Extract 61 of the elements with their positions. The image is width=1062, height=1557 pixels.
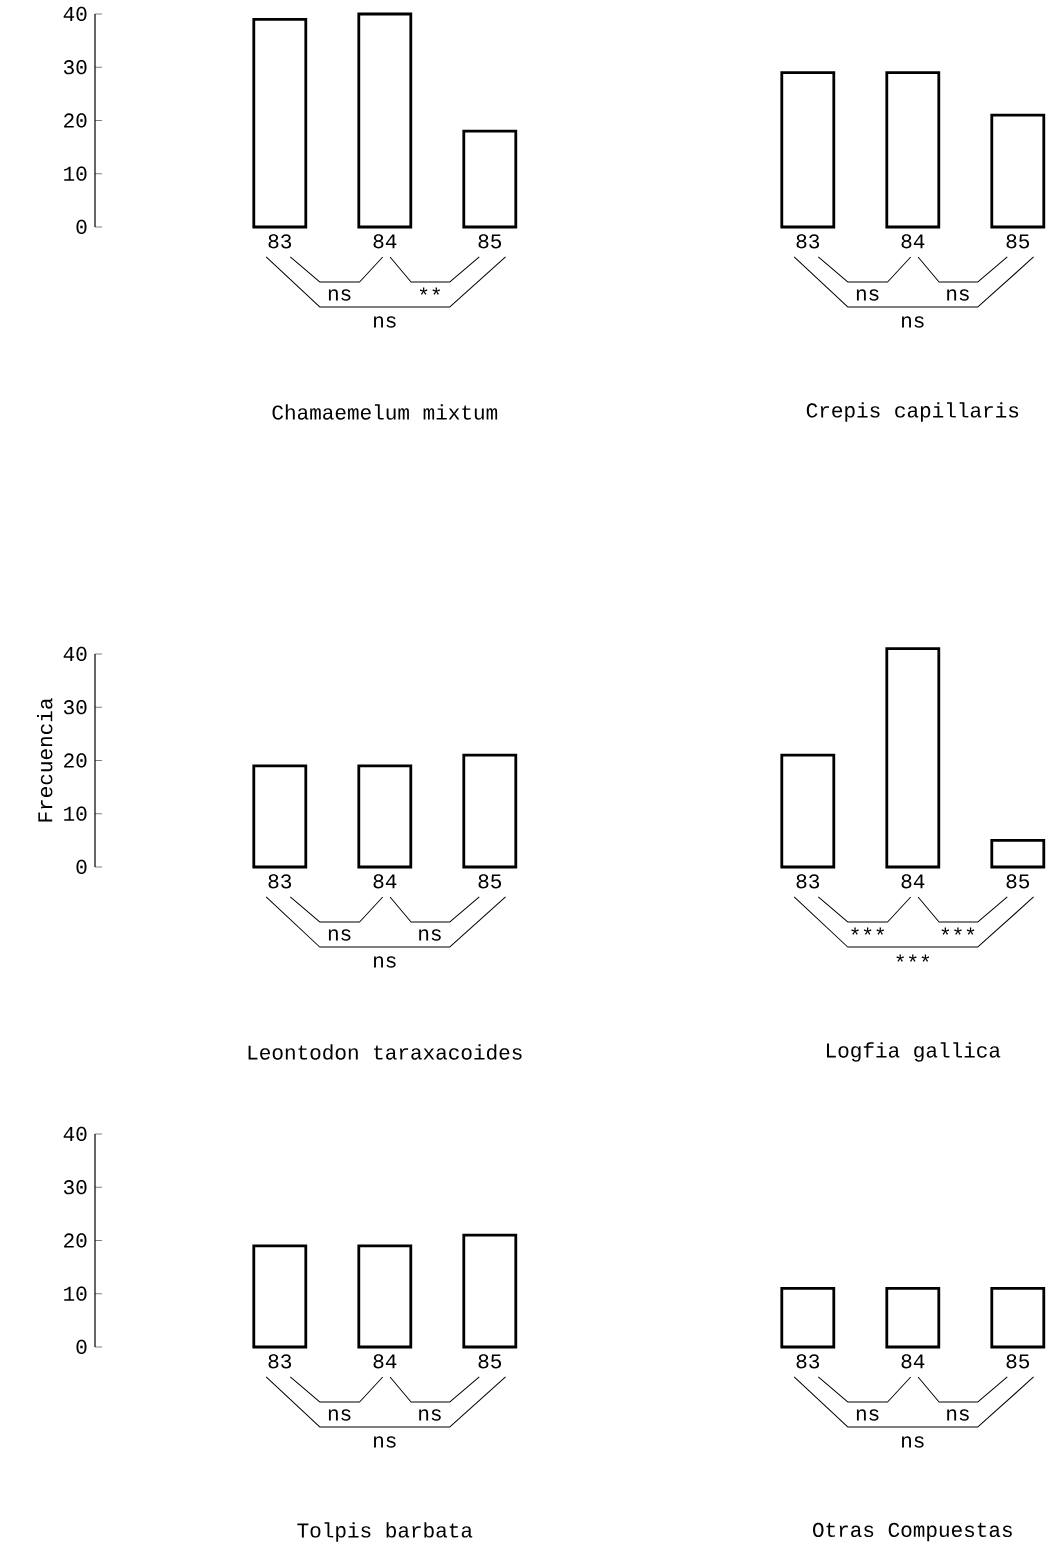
y-tick-label: 0 — [76, 219, 87, 235]
y-tick-label: 10 — [64, 166, 87, 181]
bar — [252, 17, 308, 229]
x-tick-label: 83 — [268, 234, 292, 249]
x-tick-label: 84 — [373, 1354, 397, 1369]
text: Leontodon taraxacoides — [248, 1044, 522, 1060]
text: ns — [419, 1409, 441, 1421]
text: ns — [419, 929, 441, 941]
y-tick-label: 30 — [63, 1180, 87, 1195]
text: *** — [851, 927, 884, 935]
x-tick-label: 85 — [1006, 234, 1030, 249]
text: Logfia gallica — [827, 1042, 1001, 1062]
x-tick-label: 84 — [373, 234, 397, 249]
y-tick-label: 40 — [63, 1126, 87, 1142]
text: ns — [902, 1436, 924, 1448]
x-tick-label: 83 — [268, 874, 292, 889]
y-tick-label: 10 — [64, 1286, 87, 1301]
text: Otras Compuestas — [813, 1522, 1012, 1542]
y-tick-label: 20 — [64, 753, 87, 768]
x-tick-label: 84 — [901, 1354, 925, 1369]
text: *** — [941, 927, 975, 935]
y-tick-label: 30 — [63, 60, 87, 75]
text: ns — [902, 316, 924, 328]
y-tick-label: 20 — [64, 113, 87, 128]
x-tick-label: 85 — [1006, 874, 1030, 889]
y-tick-label: 20 — [64, 1233, 87, 1248]
x-tick-label: 85 — [478, 874, 502, 889]
text: ** — [419, 287, 440, 295]
text: ns — [328, 289, 351, 301]
x-tick-label: 84 — [901, 874, 925, 889]
text: ns — [947, 289, 969, 301]
x-tick-label: 85 — [478, 1354, 502, 1369]
x-tick-label: 83 — [796, 1354, 820, 1369]
text: Crepis capillaris — [806, 402, 1019, 422]
y-tick-label: 30 — [63, 700, 87, 715]
text: ns — [947, 1409, 969, 1421]
text: ns — [374, 316, 396, 328]
x-tick-label: 84 — [373, 874, 397, 889]
y-axis-title: Frecuencia — [36, 698, 53, 822]
text: ns — [856, 1409, 879, 1421]
text: ns — [328, 929, 351, 941]
text: Chamaemelum mixtum — [272, 404, 498, 420]
y-tick-label: 0 — [76, 859, 87, 875]
text: ns — [328, 1409, 351, 1421]
y-tick-label: 40 — [63, 646, 87, 662]
text: ns — [374, 1436, 396, 1448]
x-tick-label: 85 — [478, 234, 502, 249]
x-tick-label: 83 — [796, 874, 820, 889]
text: Tolpis barbata — [297, 1522, 473, 1542]
text: ns — [374, 956, 396, 968]
x-tick-label: 83 — [796, 234, 820, 249]
x-tick-label: 84 — [901, 234, 925, 249]
x-tick-label: 83 — [268, 1354, 292, 1369]
y-tick-label: 10 — [64, 806, 87, 821]
x-tick-label: 85 — [1006, 1354, 1030, 1369]
text: ns — [856, 289, 879, 301]
bar — [462, 129, 518, 229]
y-tick-label: 0 — [76, 1339, 87, 1355]
y-tick-label: 40 — [63, 6, 87, 22]
text: *** — [896, 954, 930, 962]
bar — [357, 12, 413, 229]
